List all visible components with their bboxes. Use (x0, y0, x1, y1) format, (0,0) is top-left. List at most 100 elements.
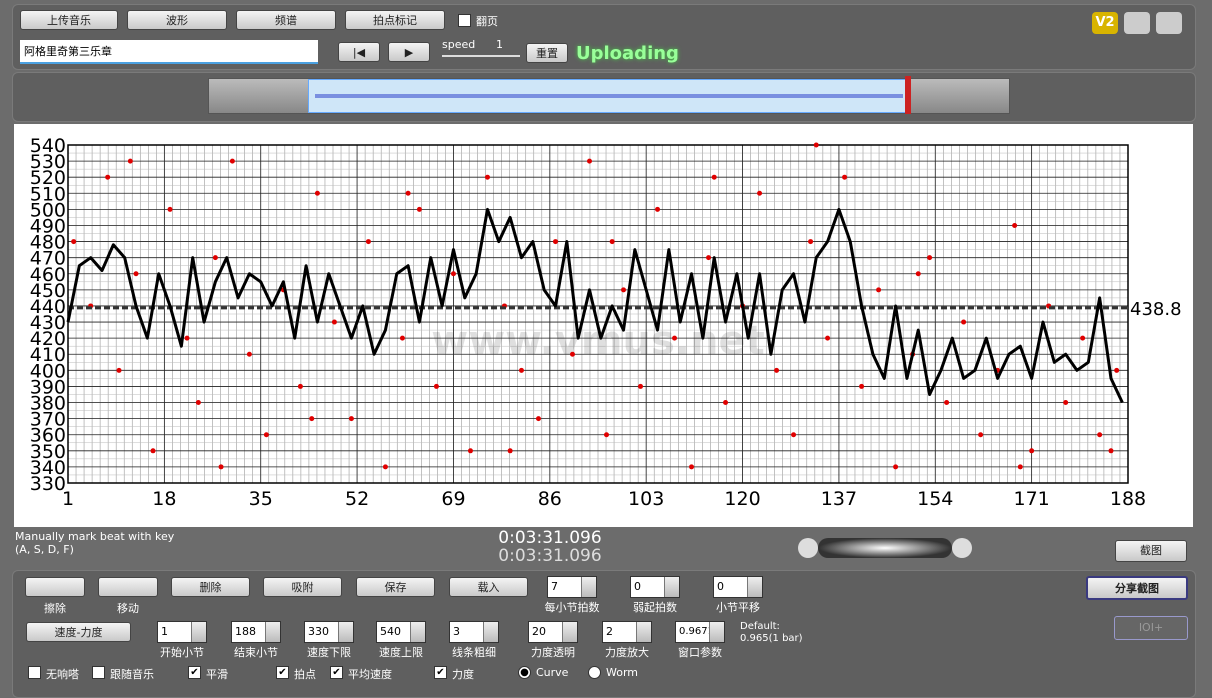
window-icon[interactable] (1156, 12, 1182, 34)
beat-dot (842, 174, 848, 180)
spinner-label: 力度放大 (605, 646, 649, 659)
speed-slider[interactable] (442, 55, 520, 57)
hint: Manually mark beat with key (A, S, D, F) (15, 530, 174, 556)
checkbox[interactable]: ✔ (330, 666, 343, 679)
beat-dot (927, 255, 933, 261)
spinner[interactable]: 0 (630, 576, 680, 598)
spinner[interactable]: 540 (376, 621, 426, 643)
beat-dot (609, 239, 615, 245)
prev-button[interactable]: |◀ (338, 42, 380, 62)
beat-dot (876, 287, 882, 293)
y-tick-label: 540 (30, 135, 66, 157)
top-button[interactable]: 拍点标记 (345, 10, 445, 30)
beat-dot (978, 432, 984, 438)
beat-dot (535, 416, 541, 422)
radio[interactable] (588, 666, 601, 679)
beat-dot (774, 367, 780, 373)
checkbox[interactable] (92, 666, 105, 679)
spinner-label: 每小节拍数 (544, 601, 600, 614)
y-tick-label: 520 (30, 167, 66, 189)
checkbox[interactable]: ✔ (434, 666, 447, 679)
beat-dot (314, 190, 320, 196)
beat-dot (1080, 335, 1086, 341)
share-button[interactable]: 分享截图 (1086, 576, 1188, 600)
top-button[interactable]: 频谱 (236, 10, 336, 30)
beat-dot (791, 432, 797, 438)
x-tick-label: 35 (249, 488, 273, 510)
wave-icon[interactable] (798, 538, 818, 558)
x-tick-label: 188 (1110, 488, 1146, 510)
action-button[interactable]: 保存 (356, 577, 435, 597)
playhead[interactable] (905, 76, 911, 114)
screenshot-button[interactable]: 截图 (1115, 540, 1187, 562)
spinner[interactable]: 3 (449, 621, 499, 643)
y-tick-label: 440 (30, 296, 66, 318)
spinner[interactable]: 188 (231, 621, 281, 643)
y-tick-label: 470 (30, 248, 66, 270)
beat-dot (1114, 367, 1120, 373)
beat-dot (604, 432, 610, 438)
action-button[interactable]: 吸附 (263, 577, 342, 597)
beat-dot (229, 158, 235, 164)
action-button[interactable]: 删除 (171, 577, 250, 597)
checkbox-label: 跟随音乐 (110, 668, 154, 681)
page-flip-checkbox[interactable] (458, 14, 471, 27)
y-tick-label: 530 (30, 151, 66, 173)
wave-icon[interactable] (952, 538, 972, 558)
mode-button[interactable]: 速度-力度 (26, 622, 131, 642)
spinner[interactable]: 0 (713, 576, 763, 598)
y-tick-label: 380 (30, 393, 66, 415)
default-label: Default: (740, 621, 780, 632)
waveform-selection[interactable] (308, 79, 910, 113)
spinner[interactable]: 330 (304, 621, 354, 643)
spinner[interactable]: 2 (602, 621, 652, 643)
top-button[interactable]: 上传音乐 (20, 10, 118, 30)
time-total: 0:03:31.096 (498, 546, 602, 566)
home-icon[interactable] (1124, 12, 1150, 34)
beat-dot (1108, 448, 1114, 454)
beat-dot (212, 255, 218, 261)
beat-dot (150, 448, 156, 454)
track-title[interactable]: 阿格里奇第三乐章 (20, 40, 318, 64)
beat-dot (365, 239, 371, 245)
spinner[interactable]: 7 (547, 576, 597, 598)
checkbox[interactable]: ✔ (276, 666, 289, 679)
x-tick-label: 18 (152, 488, 176, 510)
tool-button[interactable] (98, 577, 158, 597)
y-tick-label: 480 (30, 232, 66, 254)
checkbox[interactable] (28, 666, 41, 679)
status-text: Uploading (576, 43, 679, 64)
spinner[interactable]: 20 (528, 621, 578, 643)
spinner-label: 速度下限 (307, 646, 351, 659)
spinner-label: 小节平移 (716, 601, 760, 614)
y-tick-label: 450 (30, 280, 66, 302)
times: 0:03:31.096 0:03:31.096 (470, 529, 630, 565)
page-flip-label: 翻页 (476, 15, 498, 28)
tool-button[interactable] (25, 577, 85, 597)
hint-line: (A, S, D, F) (15, 543, 74, 556)
reset-button[interactable]: 重置 (526, 43, 568, 63)
radio-label: Curve (536, 666, 569, 679)
version-icon[interactable]: V2 (1092, 12, 1118, 34)
action-button[interactable]: 载入 (449, 577, 528, 597)
spinner[interactable]: 1 (157, 621, 207, 643)
speed-value: 1 (496, 38, 503, 51)
default-value: 0.965(1 bar) (740, 633, 803, 644)
play-button[interactable]: ▶ (388, 42, 430, 62)
y-tick-label: 330 (30, 473, 66, 495)
worm-scrubber[interactable] (818, 538, 952, 558)
beat-dot (133, 271, 139, 277)
x-tick-label: 171 (1014, 488, 1050, 510)
beat-dot (1029, 448, 1035, 454)
spinner[interactable]: 0.96710 (675, 621, 725, 643)
beat-dot (297, 383, 303, 389)
beat-dot (655, 206, 661, 212)
checkbox[interactable]: ✔ (188, 666, 201, 679)
ioi-button[interactable]: IOI+ (1114, 616, 1188, 640)
radio[interactable]: ● (518, 666, 531, 679)
beat-dot (382, 464, 388, 470)
checkbox-label: 平均速度 (348, 668, 392, 681)
top-button[interactable]: 波形 (127, 10, 227, 30)
beat-dot (1097, 432, 1103, 438)
beat-dot (915, 271, 921, 277)
